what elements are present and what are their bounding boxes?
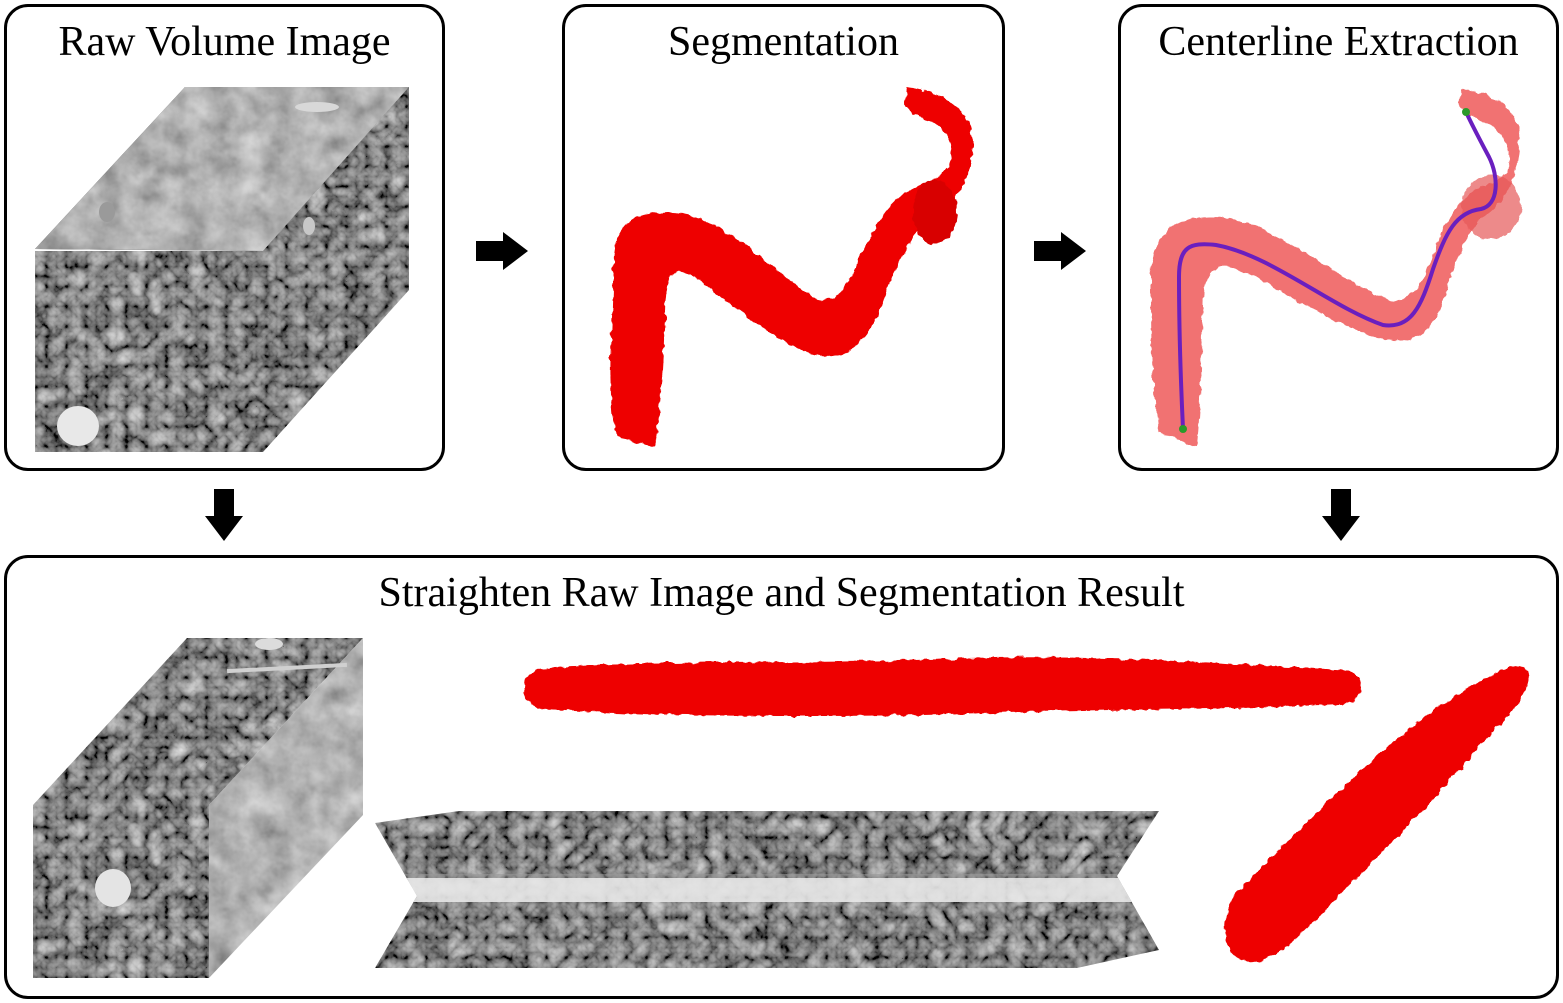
centerline-panel: Centerline Extraction	[1118, 4, 1559, 471]
arrow-down-icon	[1322, 489, 1360, 541]
segmentation-panel: Segmentation	[562, 4, 1005, 471]
straighten-title: Straighten Raw Image and Segmentation Re…	[378, 570, 1185, 616]
centerline-vessel	[1151, 89, 1521, 447]
segmented-vessel	[610, 87, 974, 447]
straightened-results	[33, 638, 1529, 978]
arrow-down-icon	[205, 489, 243, 541]
raw-volume-panel: Raw Volume Image	[4, 4, 445, 471]
raw-volume-cube	[35, 87, 409, 452]
raw-volume-title: Raw Volume Image	[58, 19, 391, 65]
straighten-panel: Straighten Raw Image and Segmentation Re…	[4, 555, 1559, 999]
arrow-right-icon	[1034, 232, 1086, 270]
arrow-right-icon	[476, 232, 528, 270]
segmentation-title: Segmentation	[668, 19, 899, 65]
centerline-title: Centerline Extraction	[1158, 19, 1519, 65]
